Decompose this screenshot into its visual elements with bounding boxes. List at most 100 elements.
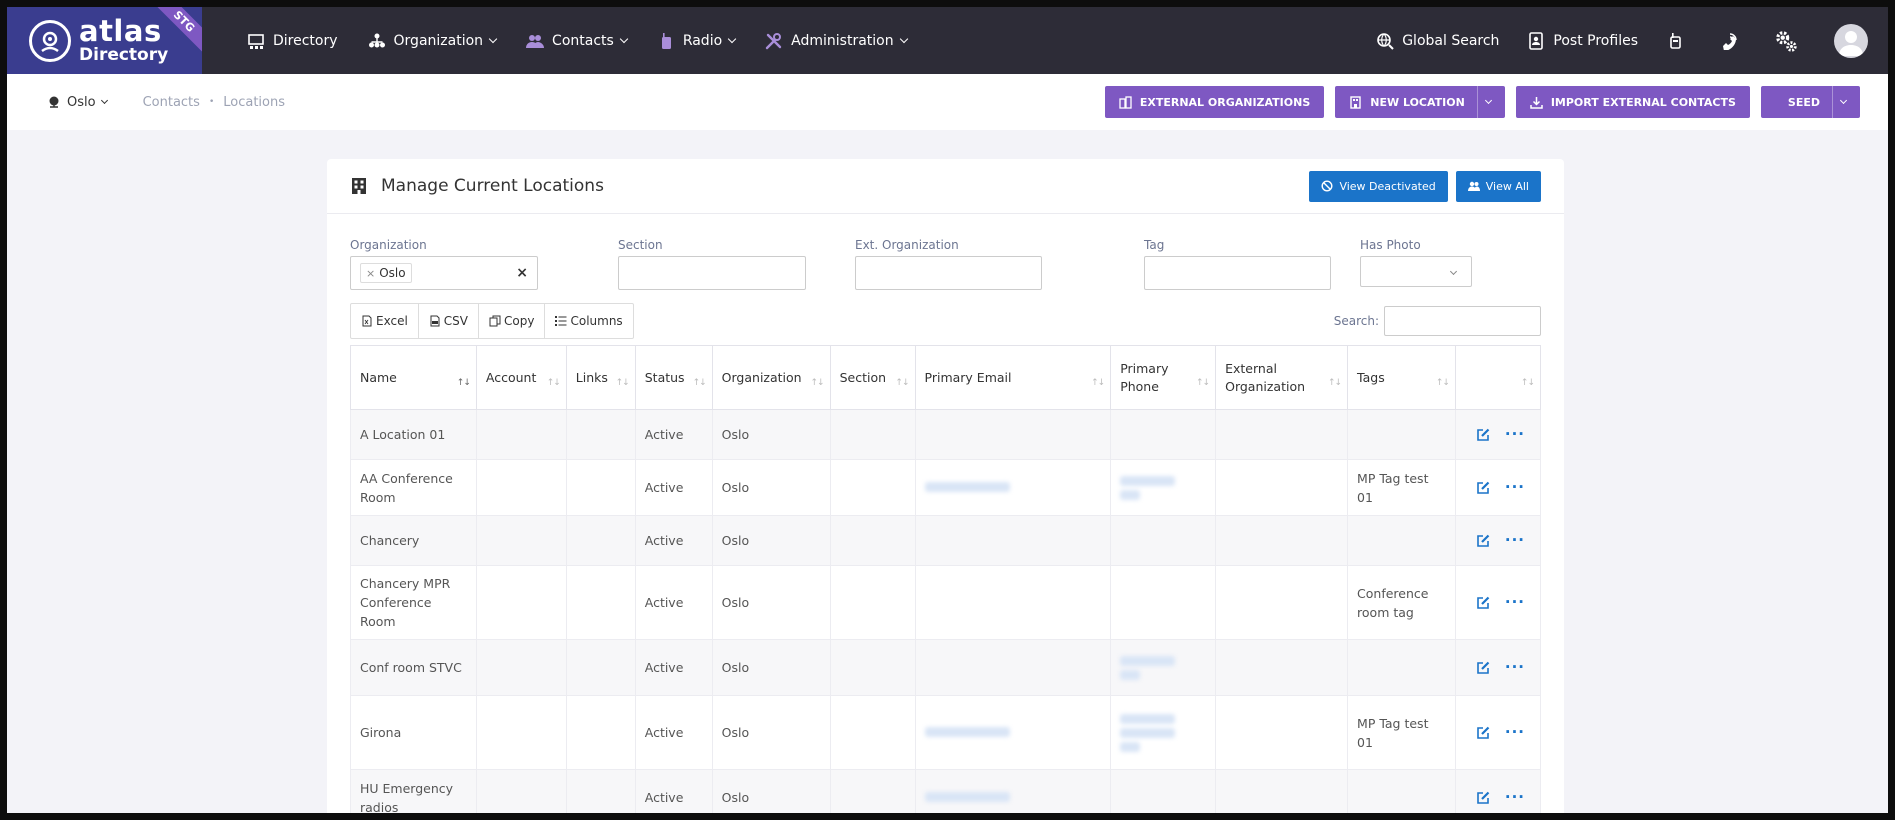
col-section[interactable]: Section ↑↓: [829, 345, 916, 410]
nav-organization[interactable]: Organization: [368, 32, 498, 50]
cell-actions: ···: [1454, 695, 1542, 770]
brand-name: atlas: [79, 14, 162, 48]
cell-tags: Conference room tag: [1347, 565, 1456, 640]
col-primary-phone[interactable]: Primary Phone ↑↓: [1110, 345, 1217, 410]
search-input[interactable]: [1384, 306, 1541, 336]
col-status[interactable]: Status ↑↓: [634, 345, 713, 410]
cell-primary-phone[interactable]: [1110, 639, 1217, 696]
redacted-phone[interactable]: [1120, 713, 1176, 724]
tag-select[interactable]: [1144, 256, 1331, 290]
redacted-phone[interactable]: [1120, 655, 1176, 666]
edit-icon[interactable]: [1476, 726, 1490, 740]
csv-button[interactable]: CSV: [419, 304, 480, 338]
nav-directory[interactable]: Directory: [247, 32, 338, 50]
file-excel-icon: [362, 315, 372, 327]
organization-select[interactable]: × Oslo ×: [350, 256, 538, 290]
redacted-phone[interactable]: [1120, 741, 1141, 752]
more-options-icon[interactable]: ···: [1504, 788, 1525, 806]
table-row[interactable]: Girona Active Oslo MP Tag test 01 ···: [350, 695, 1542, 770]
nav-radio[interactable]: Radio: [657, 32, 737, 50]
radio-quick-button[interactable]: [1666, 32, 1692, 50]
redacted-phone[interactable]: [1120, 489, 1141, 500]
table-row[interactable]: Chancery Active Oslo ···: [350, 515, 1542, 566]
cell-account: [475, 409, 567, 460]
col-links[interactable]: Links ↑↓: [565, 345, 636, 410]
table-row[interactable]: A Location 01 Active Oslo ···: [350, 409, 1542, 460]
edit-icon[interactable]: [1476, 791, 1490, 805]
nav-radio-label: Radio: [682, 32, 723, 49]
more-options-icon[interactable]: ···: [1504, 723, 1525, 741]
chevron-down-icon: [100, 96, 108, 104]
nav-organization-label: Organization: [393, 32, 484, 49]
cell-account: [475, 639, 567, 696]
redacted-email[interactable]: [924, 482, 1010, 492]
has-photo-select[interactable]: [1360, 256, 1472, 287]
edit-icon[interactable]: [1476, 428, 1490, 442]
cell-primary-email[interactable]: [914, 459, 1112, 516]
post-profiles-link[interactable]: Post Profiles: [1527, 31, 1638, 50]
more-options-icon[interactable]: ···: [1504, 658, 1525, 676]
redacted-email[interactable]: [924, 792, 1010, 802]
locations-table: Name ↑↓ Account ↑↓ Links ↑↓ Status ↑↓ Organi…: [350, 345, 1542, 813]
clear-selection-icon[interactable]: ×: [516, 265, 528, 281]
new-location-button[interactable]: NEW LOCATION: [1335, 86, 1505, 118]
cell-links: [565, 639, 636, 696]
nav-contacts[interactable]: Contacts: [526, 32, 629, 50]
nav-administration[interactable]: Administration: [765, 32, 908, 50]
cell-tags: [1347, 515, 1456, 566]
col-organization[interactable]: Organization ↑↓: [711, 345, 831, 410]
edit-icon[interactable]: [1476, 661, 1490, 675]
seed-button[interactable]: SEED: [1760, 86, 1860, 118]
site-selector[interactable]: Oslo: [47, 95, 108, 110]
col-primary-email[interactable]: Primary Email ↑↓: [914, 345, 1112, 410]
cell-primary-phone[interactable]: [1110, 695, 1217, 770]
redacted-phone[interactable]: [1120, 669, 1141, 680]
cell-primary-phone[interactable]: [1110, 459, 1217, 516]
global-search-link[interactable]: Global Search: [1376, 32, 1499, 50]
more-options-icon[interactable]: ···: [1504, 425, 1525, 443]
table-row[interactable]: Chancery MPR Conference Room Active Oslo Co…: [350, 565, 1542, 640]
cell-organization: Oslo: [711, 459, 831, 516]
cell-primary-email: [914, 639, 1112, 696]
table-row[interactable]: Conf room STVC Active Oslo ···: [350, 639, 1542, 696]
phone-button[interactable]: [1720, 32, 1746, 50]
brand-logo[interactable]: atlas Directory STG: [7, 7, 202, 74]
ext-organization-select[interactable]: [855, 256, 1042, 290]
table-row[interactable]: HU Emergency radios Active Oslo ···: [350, 769, 1542, 813]
settings-button[interactable]: [1774, 29, 1806, 53]
view-all-button[interactable]: View All: [1455, 170, 1541, 202]
cell-primary-email[interactable]: [914, 695, 1112, 770]
copy-button[interactable]: Copy: [479, 304, 546, 338]
redacted-phone[interactable]: [1120, 475, 1176, 486]
seed-dropdown-toggle[interactable]: [1832, 86, 1848, 118]
user-avatar[interactable]: [1834, 23, 1868, 58]
view-deactivated-button[interactable]: View Deactivated: [1309, 170, 1448, 202]
edit-icon[interactable]: [1476, 481, 1490, 495]
col-name[interactable]: Name ↑↓: [350, 345, 477, 410]
global-search-label: Global Search: [1402, 32, 1500, 49]
new-location-dropdown-toggle[interactable]: [1476, 86, 1492, 118]
nav-directory-label: Directory: [273, 32, 338, 49]
redacted-email[interactable]: [924, 727, 1010, 737]
more-options-icon[interactable]: ···: [1504, 531, 1525, 549]
chevron-down-icon: [488, 34, 498, 43]
edit-icon[interactable]: [1476, 596, 1490, 610]
columns-button[interactable]: Columns: [545, 304, 632, 338]
redacted-phone[interactable]: [1120, 727, 1176, 738]
nav-contacts-label: Contacts: [552, 32, 614, 49]
col-tags[interactable]: Tags ↑↓: [1347, 345, 1456, 410]
section-select[interactable]: [618, 256, 806, 290]
more-options-icon[interactable]: ···: [1504, 478, 1525, 496]
breadcrumb-contacts[interactable]: Contacts: [142, 94, 200, 110]
table-row[interactable]: AA Conference Room Active Oslo MP Tag test …: [350, 459, 1542, 516]
more-options-icon[interactable]: ···: [1504, 593, 1525, 611]
import-external-contacts-button[interactable]: IMPORT EXTERNAL CONTACTS: [1515, 86, 1750, 118]
cell-primary-email[interactable]: [914, 769, 1112, 813]
external-organizations-button[interactable]: EXTERNAL ORGANIZATIONS: [1104, 86, 1325, 118]
logo-mark-icon: [29, 19, 71, 62]
excel-button[interactable]: Excel: [351, 304, 419, 338]
col-account[interactable]: Account ↑↓: [475, 345, 567, 410]
chip-remove-icon[interactable]: ×: [366, 266, 376, 280]
edit-icon[interactable]: [1476, 534, 1490, 548]
col-external-organization[interactable]: External Organization ↑↓: [1215, 345, 1349, 410]
